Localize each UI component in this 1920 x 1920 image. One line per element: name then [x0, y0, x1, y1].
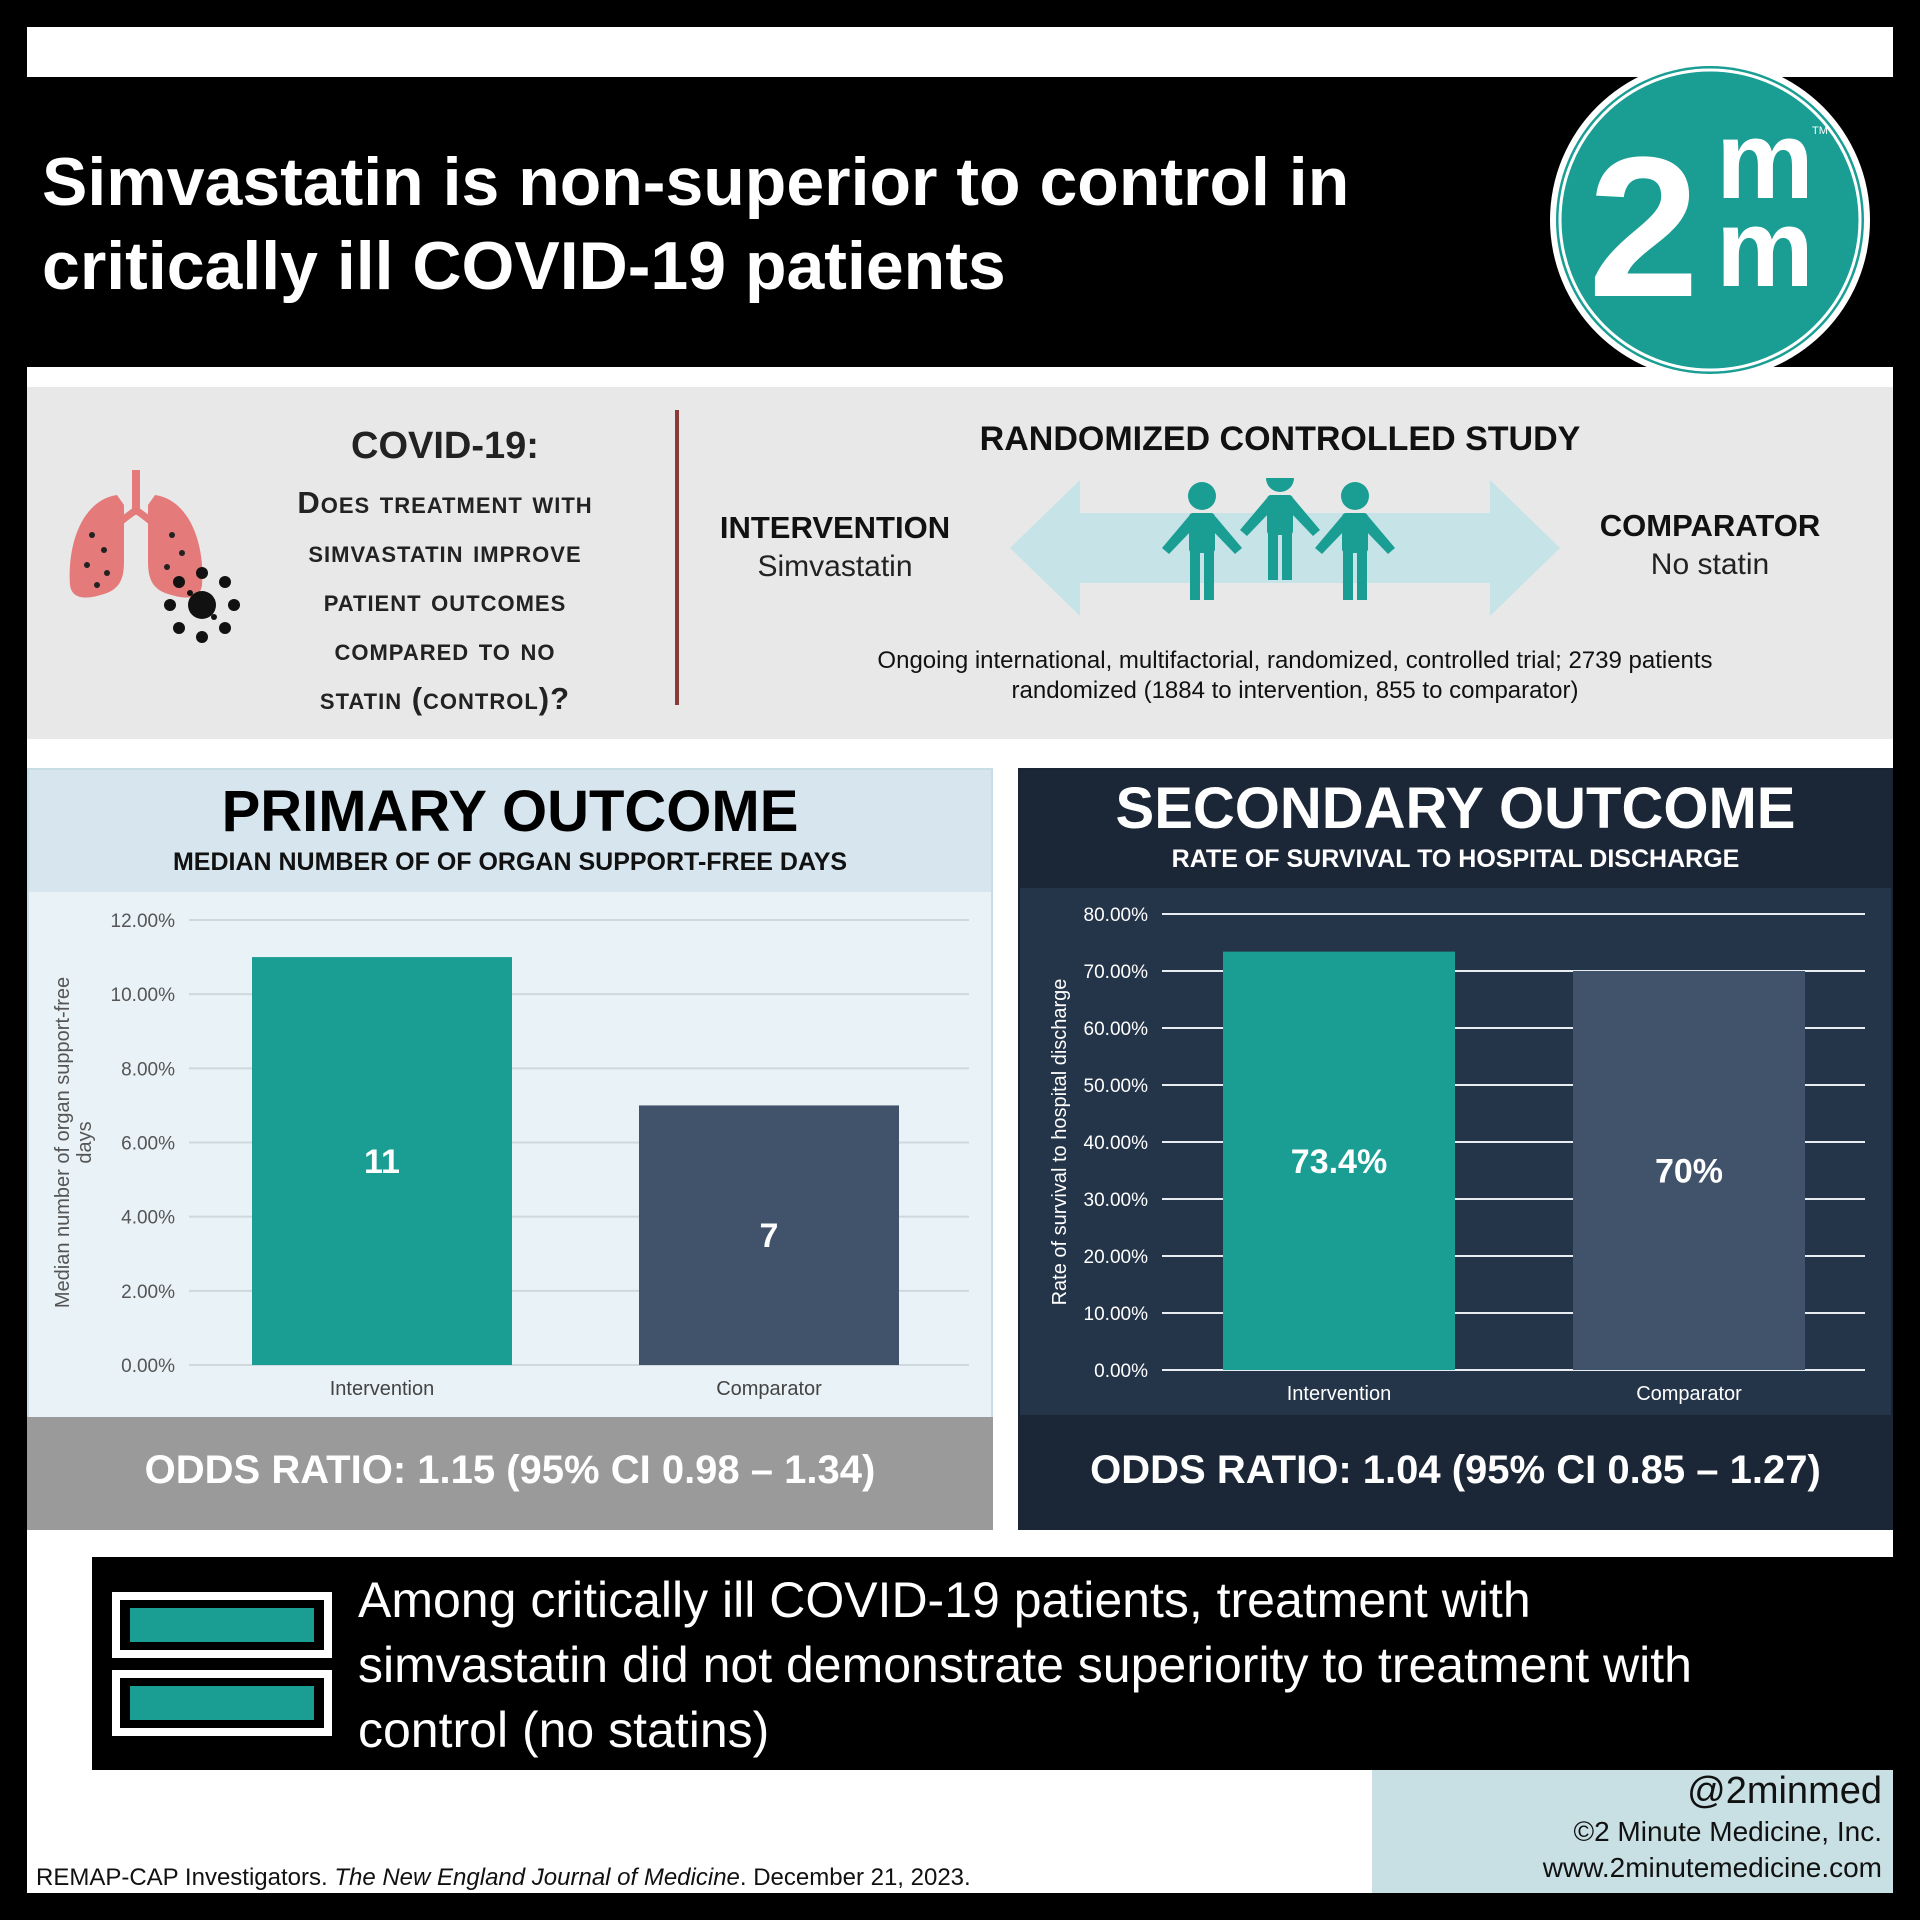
- study-description-line-1: Ongoing international, multifactorial, r…: [877, 647, 1713, 674]
- question-line-3: patient outcomes: [323, 583, 567, 618]
- secondary-odds-ratio: ODDS RATIO: 1.04 (95% CI 0.85 – 1.27): [1090, 1448, 1821, 1492]
- question-line-5: statin (control)?: [319, 681, 571, 716]
- secondary-outcome-chart: 0.00% 10.00% 20.00% 30.00% 40.00% 50.00% 60.00…: [1049, 905, 1865, 1405]
- title-line-2: critically ill COVID-19 patients: [42, 228, 1006, 304]
- primary-outcome-chart: 0.00% 2.00% 4.00% 6.00% 8.00% 10.00% 12.00% 11 I…: [52, 911, 969, 1400]
- logo-m-bottom: m: [1716, 187, 1814, 310]
- equal-sign-icon: [112, 1592, 332, 1736]
- bar-comparator: [639, 1105, 899, 1365]
- y-tick-label: 20.00%: [1084, 1247, 1149, 1268]
- data-label: 11: [364, 1143, 400, 1181]
- y-tick-label: 50.00%: [1084, 1076, 1149, 1097]
- y-tick-label: 0.00%: [121, 1356, 175, 1377]
- conclusion-line-2: simvastatin did not demonstrate superior…: [358, 1637, 1692, 1693]
- footer-credit-box: [1372, 1770, 1893, 1893]
- page-title: Simvastatin is non-superior to control i…: [42, 140, 1482, 308]
- y-tick-label: 8.00%: [121, 1059, 175, 1080]
- y-tick-label: 30.00%: [1084, 1190, 1149, 1211]
- logo-two: 2: [1588, 116, 1699, 339]
- y-tick-label: 6.00%: [121, 1134, 175, 1155]
- data-label: 7: [760, 1217, 779, 1255]
- primary-odds-ratio-band: [27, 1417, 993, 1530]
- intervention-label: INTERVENTION: [719, 510, 951, 545]
- conclusion-line-1: Among critically ill COVID-19 patients, …: [358, 1572, 1531, 1628]
- x-tick-label: Comparator: [716, 1378, 822, 1400]
- y-tick-label: 10.00%: [111, 985, 176, 1006]
- y-tick-label: 2.00%: [121, 1282, 175, 1303]
- question-title: COVID-19:: [351, 425, 539, 467]
- data-label: 73.4%: [1291, 1143, 1387, 1181]
- double-arrow-people-icon: [1010, 478, 1560, 616]
- y-tick-label: 60.00%: [1084, 1019, 1149, 1040]
- primary-outcome-header: [29, 770, 991, 892]
- intervention-value: Simvastatin: [757, 550, 913, 583]
- y-tick-label: 4.00%: [121, 1208, 175, 1229]
- 2minute-medicine-logo: 2 TM mm: [1550, 60, 1870, 380]
- secondary-odds-ratio-band: [1018, 1415, 1893, 1530]
- conclusion-line-3: control (no statins): [358, 1702, 770, 1758]
- lungs-virus-icon: [69, 470, 240, 643]
- secondary-outcome-header: [1020, 770, 1891, 888]
- study-description: Ongoing international, multifactorial, r…: [830, 646, 1760, 706]
- primary-odds-ratio: ODDS RATIO: 1.15 (95% CI 0.98 – 1.34): [144, 1448, 876, 1492]
- y-tick-label: 80.00%: [1084, 905, 1149, 926]
- title-line-1: Simvastatin is non-superior to control i…: [42, 144, 1350, 220]
- x-tick-label: Comparator: [1636, 1383, 1742, 1405]
- y-axis-label: Rate of survival to hospital discharge: [1049, 979, 1071, 1306]
- y-tick-label: 10.00%: [1084, 1304, 1149, 1325]
- secondary-outcome-subtitle: RATE OF SURVIVAL TO HOSPITAL DISCHARGE: [1171, 845, 1740, 873]
- website-link[interactable]: www.2minutemedicine.com: [1542, 1852, 1882, 1883]
- social-handle: @2minmed: [1687, 1770, 1882, 1812]
- question-line-2: simvastatin improve: [308, 534, 582, 569]
- y-tick-label: 0.00%: [1094, 1361, 1148, 1382]
- bar-comparator: [1573, 971, 1805, 1370]
- comparator-value: No statin: [1650, 548, 1770, 581]
- comparator-label: COMPARATOR: [1599, 508, 1821, 543]
- copyright: ©2 Minute Medicine, Inc.: [1573, 1816, 1882, 1847]
- question-line-4: compared to no: [334, 632, 556, 667]
- bar-intervention: [252, 957, 512, 1365]
- conclusion-band: [92, 1557, 1893, 1770]
- people-icon: [1162, 478, 1395, 600]
- data-label: 70%: [1655, 1153, 1723, 1191]
- y-tick-label: 12.00%: [111, 911, 176, 932]
- logo-tm: TM: [1812, 125, 1828, 137]
- logo-m-top: m: [1716, 99, 1814, 222]
- y-tick-label: 40.00%: [1084, 1133, 1149, 1154]
- bar-intervention: [1223, 951, 1455, 1370]
- conclusion-text: Among critically ill COVID-19 patients, …: [358, 1568, 1858, 1763]
- question-line-1: Does treatment with: [297, 485, 593, 520]
- primary-outcome-title: PRIMARY OUTCOME: [221, 779, 799, 844]
- x-tick-label: Intervention: [1287, 1383, 1392, 1405]
- primary-outcome-subtitle: MEDIAN NUMBER OF OF ORGAN SUPPORT-FREE D…: [172, 848, 848, 876]
- citation-date: . December 21, 2023.: [739, 1864, 971, 1891]
- study-description-line-2: randomized (1884 to intervention, 855 to…: [1011, 677, 1579, 704]
- citation-authors: REMAP-CAP Investigators.: [36, 1864, 335, 1891]
- study-design-title: RANDOMIZED CONTROLLED STUDY: [979, 420, 1581, 458]
- y-axis-label: Median number of organ support-freedays: [52, 977, 96, 1308]
- citation: REMAP-CAP Investigators. The New England…: [36, 1864, 1356, 1892]
- y-tick-label: 70.00%: [1084, 962, 1149, 983]
- question-text: Does treatment with simvastatin improve …: [230, 478, 660, 723]
- section-divider: [675, 410, 679, 705]
- citation-journal: The New England Journal of Medicine: [334, 1864, 740, 1891]
- study-section: [27, 387, 1893, 739]
- secondary-outcome-title: SECONDARY OUTCOME: [1115, 776, 1796, 841]
- secondary-outcome-panel: [1018, 768, 1893, 1530]
- x-tick-label: Intervention: [330, 1378, 435, 1400]
